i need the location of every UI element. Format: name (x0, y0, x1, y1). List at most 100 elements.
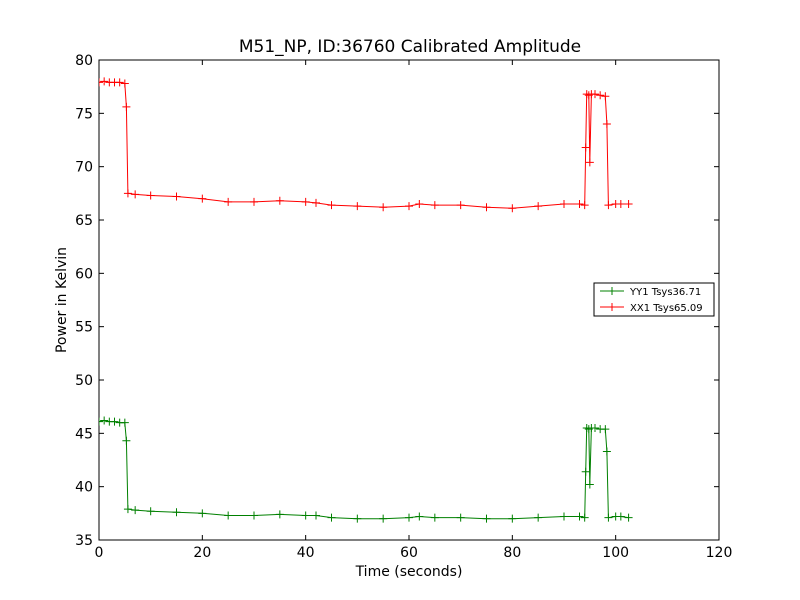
data-point (508, 514, 517, 523)
x-tick-label: 0 (95, 545, 104, 561)
data-point (415, 512, 424, 521)
data-point (601, 92, 610, 101)
x-tick-label: 120 (706, 545, 733, 561)
legend-box (593, 282, 715, 317)
x-tick-label: 60 (400, 545, 418, 561)
data-point (100, 416, 109, 425)
chart-title: M51_NP, ID:36760 Calibrated Amplitude (239, 37, 581, 57)
data-point (604, 201, 613, 210)
data-point (146, 507, 155, 516)
data-point (534, 202, 543, 211)
data-point (560, 200, 568, 208)
y-tick-label: 40 (75, 480, 93, 496)
y-tick-label: 35 (75, 533, 93, 549)
data-point (585, 158, 594, 167)
legend-marker (608, 287, 616, 295)
data-point (616, 512, 625, 521)
data-point (275, 510, 284, 519)
y-axis-label: Power in Kelvin (54, 247, 70, 353)
data-point (581, 467, 590, 476)
data-point (456, 513, 465, 522)
data-point (301, 511, 310, 520)
x-axis-label: Time (seconds) (355, 564, 463, 580)
data-point (115, 78, 124, 87)
data-point (602, 120, 611, 128)
data-point (405, 513, 413, 522)
y-tick-label: 55 (75, 320, 93, 336)
data-point (616, 200, 625, 208)
y-tick-label: 45 (75, 426, 93, 442)
data-point (250, 197, 258, 206)
data-point (534, 513, 543, 522)
data-point (224, 197, 233, 206)
data-point (327, 513, 336, 522)
data-point (99, 417, 103, 426)
data-point (131, 190, 140, 199)
data-point (250, 511, 258, 520)
data-point (601, 425, 610, 434)
data-point (430, 513, 439, 522)
data-point (327, 201, 336, 210)
y-tick-label: 65 (75, 213, 93, 229)
y-tick-label: 70 (75, 160, 93, 176)
data-point (575, 512, 584, 521)
data-point (275, 196, 284, 205)
y-tick-label: 60 (75, 266, 93, 282)
data-point (120, 418, 129, 427)
data-point (591, 424, 599, 432)
data-point (508, 204, 517, 213)
series-1 (99, 77, 633, 213)
data-point (560, 512, 568, 521)
data-point (624, 513, 633, 522)
data-point (122, 102, 131, 111)
data-point (353, 514, 362, 523)
x-tick-label: 80 (503, 545, 521, 561)
data-point (172, 192, 181, 201)
series-layer (99, 77, 633, 523)
data-point (110, 417, 119, 426)
data-point (99, 78, 103, 87)
data-point (146, 191, 155, 200)
data-point (575, 200, 584, 208)
y-tick-label: 80 (75, 53, 93, 69)
data-point (430, 201, 439, 210)
series-0 (99, 416, 633, 523)
data-point (301, 197, 310, 206)
data-point (120, 79, 129, 88)
legend-label: YY1 Tsys36.71 (629, 287, 701, 298)
x-tick-label: 40 (297, 545, 315, 561)
legend-entries: YY1 Tsys36.71 XX1 Tsys65.09 (600, 287, 703, 314)
data-point (312, 511, 320, 520)
x-tick-label: 20 (193, 545, 211, 561)
data-point (580, 513, 589, 522)
data-point (198, 509, 207, 518)
data-point (591, 90, 599, 99)
data-point (312, 198, 320, 207)
data-point (581, 143, 590, 152)
data-point (585, 480, 594, 489)
data-point (482, 203, 491, 212)
x-tick-label: 100 (602, 545, 629, 561)
legend-marker (608, 303, 616, 311)
data-point (624, 200, 633, 208)
legend: YY1 Tsys36.71 XX1 Tsys65.09 (593, 282, 715, 317)
ticks-layer: 0 20 40 60 80 100 120 35 40 45 50 55 60 65 70 75 80 (75, 53, 732, 561)
data-point (596, 91, 605, 100)
data-point (580, 201, 589, 210)
data-point (122, 436, 131, 445)
data-point (123, 189, 132, 198)
data-point (172, 508, 181, 517)
data-point (604, 513, 613, 522)
data-point (379, 203, 388, 212)
y-tick-label: 75 (75, 106, 93, 122)
data-point (379, 514, 388, 523)
y-tick-label: 50 (75, 373, 93, 389)
data-point (198, 194, 207, 203)
data-point (353, 202, 362, 211)
legend-label: XX1 Tsys65.09 (630, 303, 703, 314)
data-point (123, 505, 132, 514)
data-point (482, 514, 491, 523)
data-point (415, 200, 424, 208)
data-point (224, 511, 233, 520)
